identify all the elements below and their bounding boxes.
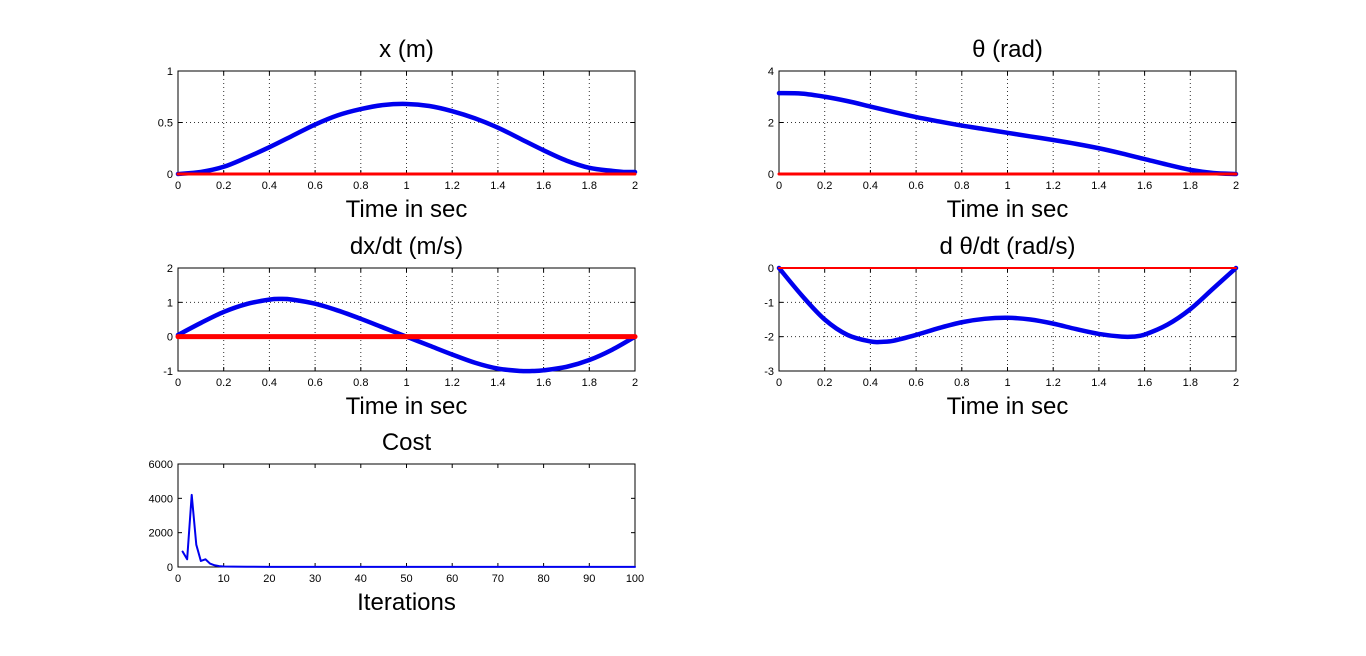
x-tick-label: 0 <box>175 573 181 585</box>
x-tick-label: 40 <box>355 573 367 585</box>
x-tick-label: 1.6 <box>536 180 551 192</box>
x-tick-label: 0.4 <box>863 180 878 192</box>
x-tick-label: 1.2 <box>1046 377 1061 389</box>
x-tick-label: 10 <box>218 573 230 585</box>
x-tick-label: 1.8 <box>1183 180 1198 192</box>
chart-dtheta: 0 0.2 0.4 0.6 0.8 1 1.2 1.4 1.6 1.8 2 -3 -2 -1 0 d θ/dt… <box>764 233 1239 420</box>
x-tick-label: 0 <box>776 180 782 192</box>
y-tick-label: 4 <box>768 66 774 78</box>
x-tick-label: 0.2 <box>216 180 231 192</box>
x-tick-label: 1 <box>403 377 409 389</box>
x-tick-label: 0.6 <box>307 180 322 192</box>
y-tick-label: 1 <box>167 66 173 78</box>
x-tick-label: 2 <box>632 180 638 192</box>
chart-title: d θ/dt (rad/s) <box>939 233 1075 260</box>
x-tick-label: 0.6 <box>908 377 923 389</box>
x-axis-label: Time in sec <box>346 196 468 223</box>
y-tick-label: 1 <box>167 297 173 309</box>
y-tick-label: 2 <box>167 263 173 275</box>
x-tick-label: 0 <box>776 377 782 389</box>
x-axis-label: Time in sec <box>947 393 1069 420</box>
x-tick-label: 0.4 <box>863 377 878 389</box>
x-tick-label: 1.4 <box>490 180 505 192</box>
y-tick-label: 6000 <box>149 459 173 471</box>
x-tick-label: 0 <box>175 377 181 389</box>
x-tick-label: 0.4 <box>262 377 277 389</box>
x-tick-label: 20 <box>263 573 275 585</box>
x-tick-label: 30 <box>309 573 321 585</box>
chart-title: dx/dt (m/s) <box>350 233 463 260</box>
y-tick-label: 0.5 <box>158 118 173 130</box>
x-tick-label: 0.4 <box>262 180 277 192</box>
series-line-x-trajectory <box>175 101 638 177</box>
chart-cost: 0 10 20 30 40 50 60 70 80 90 100 0 2000 4000 6000 Cost I… <box>149 429 645 616</box>
x-tick-label: 1.2 <box>445 377 460 389</box>
x-tick-label: 1 <box>1004 180 1010 192</box>
x-tick-label: 1.2 <box>1046 180 1061 192</box>
x-tick-label: 0.8 <box>353 180 368 192</box>
x-tick-label: 1.8 <box>582 180 597 192</box>
x-tick-label: 0.8 <box>954 180 969 192</box>
chart-title: Cost <box>382 429 432 456</box>
x-tick-label: 0.2 <box>817 180 832 192</box>
y-tick-label: 4000 <box>149 493 173 505</box>
y-tick-label: 0 <box>768 263 774 275</box>
chart-title: x (m) <box>379 36 434 63</box>
x-tick-label: 1.4 <box>490 377 505 389</box>
x-tick-label: 60 <box>446 573 458 585</box>
series-line-cost-trajectory <box>181 493 636 568</box>
x-axis-label: Time in sec <box>947 196 1069 223</box>
y-tick-label: -1 <box>764 297 774 309</box>
x-tick-label: 1.8 <box>1183 377 1198 389</box>
x-tick-label: 1 <box>403 180 409 192</box>
x-tick-label: 1.2 <box>445 180 460 192</box>
series-line-theta-trajectory <box>776 90 1239 177</box>
x-tick-label: 1.4 <box>1091 377 1106 389</box>
x-tick-label: 0.6 <box>908 180 923 192</box>
y-tick-label: -2 <box>764 332 774 344</box>
x-tick-label: 80 <box>537 573 549 585</box>
x-tick-label: 100 <box>626 573 644 585</box>
x-axis-label: Iterations <box>357 589 456 616</box>
x-tick-label: 1.4 <box>1091 180 1106 192</box>
x-tick-label: 0 <box>175 180 181 192</box>
x-axis-label: Time in sec <box>346 393 468 420</box>
x-tick-label: 1 <box>1004 377 1010 389</box>
chart-x: 0 0.2 0.4 0.6 0.8 1 1.2 1.4 1.6 1.8 2 0 0.5 1 x (m) Tim… <box>158 36 638 223</box>
x-tick-label: 0.2 <box>216 377 231 389</box>
plot-area <box>177 267 636 372</box>
y-tick-label: 0 <box>167 332 173 344</box>
x-tick-label: 0.8 <box>954 377 969 389</box>
x-tick-label: 0.2 <box>817 377 832 389</box>
x-tick-label: 70 <box>492 573 504 585</box>
x-tick-label: 1.6 <box>536 377 551 389</box>
y-tick-label: 0 <box>167 169 173 181</box>
x-tick-label: 0.8 <box>353 377 368 389</box>
series-line-dtheta-trajectory <box>776 265 1239 345</box>
plot-area <box>177 463 636 568</box>
y-tick-label: 0 <box>167 562 173 574</box>
x-tick-label: 90 <box>583 573 595 585</box>
x-tick-label: 1.6 <box>1137 180 1152 192</box>
y-tick-label: 0 <box>768 169 774 181</box>
x-tick-label: 1.6 <box>1137 377 1152 389</box>
x-tick-label: 2 <box>1233 377 1239 389</box>
chart-title: θ (rad) <box>972 36 1043 63</box>
y-tick-label: 2 <box>768 118 774 130</box>
x-tick-label: 2 <box>1233 180 1239 192</box>
chart-theta: 0 0.2 0.4 0.6 0.8 1 1.2 1.4 1.6 1.8 2 0 2 4 θ (rad) Tim… <box>768 36 1239 223</box>
x-tick-label: 50 <box>400 573 412 585</box>
y-tick-label: -1 <box>163 366 173 378</box>
x-tick-label: 0.6 <box>307 377 322 389</box>
y-tick-label: 2000 <box>149 528 173 540</box>
x-tick-label: 2 <box>632 377 638 389</box>
x-tick-label: 1.8 <box>582 377 597 389</box>
y-tick-label: -3 <box>764 366 774 378</box>
